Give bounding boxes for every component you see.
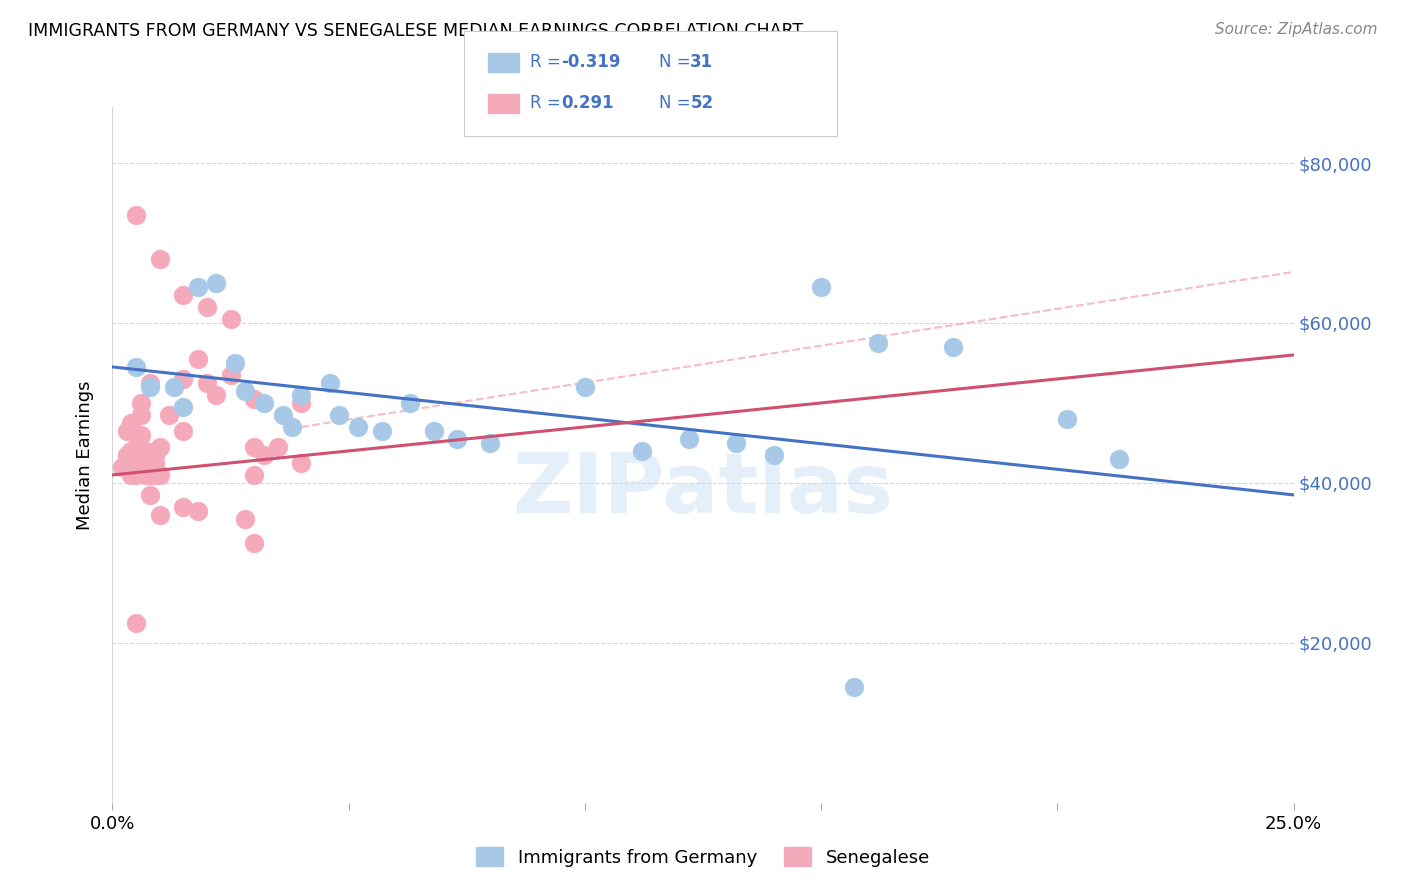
Point <box>290 456 312 470</box>
Point <box>129 396 152 410</box>
Point <box>678 432 700 446</box>
Point <box>224 356 246 370</box>
Point <box>630 444 652 458</box>
Point <box>139 451 162 466</box>
Text: R =: R = <box>530 54 567 71</box>
Point <box>157 408 180 422</box>
Point <box>942 340 965 354</box>
Text: 31: 31 <box>690 54 713 71</box>
Point <box>125 467 148 482</box>
Point <box>129 408 152 422</box>
Point <box>281 420 304 434</box>
Point <box>120 444 142 458</box>
Point <box>149 467 172 482</box>
Point <box>243 392 266 406</box>
Text: N =: N = <box>659 95 696 112</box>
Point <box>129 459 152 474</box>
Point <box>347 420 370 434</box>
Y-axis label: Median Earnings: Median Earnings <box>76 380 94 530</box>
Point <box>172 372 194 386</box>
Point <box>186 280 208 294</box>
Point <box>844 680 866 694</box>
Point <box>149 252 172 266</box>
Point <box>233 512 256 526</box>
Point <box>195 300 218 314</box>
Point <box>139 380 162 394</box>
Text: ZIPatlas: ZIPatlas <box>513 450 893 530</box>
Point <box>172 500 194 514</box>
Point <box>129 428 152 442</box>
Text: Source: ZipAtlas.com: Source: ZipAtlas.com <box>1215 22 1378 37</box>
Point <box>120 467 142 482</box>
Point <box>243 536 266 550</box>
Point <box>111 459 134 474</box>
Point <box>139 488 162 502</box>
Point <box>233 384 256 398</box>
Legend: Immigrants from Germany, Senegalese: Immigrants from Germany, Senegalese <box>470 840 936 874</box>
Point <box>139 376 162 390</box>
Point <box>135 444 157 458</box>
Point <box>143 467 166 482</box>
Point <box>115 424 138 438</box>
Point <box>243 467 266 482</box>
Point <box>219 312 242 326</box>
Point <box>725 436 748 450</box>
Point <box>290 388 312 402</box>
Point <box>479 436 502 450</box>
Point <box>371 424 394 438</box>
Text: 0.291: 0.291 <box>561 95 613 112</box>
Point <box>399 396 422 410</box>
Point <box>143 456 166 470</box>
Point <box>219 368 242 382</box>
Point <box>149 440 172 454</box>
Point <box>135 467 157 482</box>
Point <box>271 408 294 422</box>
Point <box>810 280 832 294</box>
Point <box>866 335 889 350</box>
Point <box>243 440 266 454</box>
Point <box>135 459 157 474</box>
Point <box>149 508 172 522</box>
Point <box>143 448 166 462</box>
Point <box>205 276 228 290</box>
Text: R =: R = <box>530 95 567 112</box>
Point <box>125 615 148 630</box>
Point <box>762 448 785 462</box>
Point <box>253 448 276 462</box>
Point <box>139 467 162 482</box>
Point <box>186 504 208 518</box>
Text: -0.319: -0.319 <box>561 54 620 71</box>
Point <box>253 396 276 410</box>
Point <box>205 388 228 402</box>
Point <box>172 288 194 302</box>
Point <box>574 380 596 394</box>
Point <box>172 400 194 414</box>
Point <box>139 459 162 474</box>
Point <box>195 376 218 390</box>
Point <box>135 451 157 466</box>
Text: 52: 52 <box>690 95 713 112</box>
Point <box>1056 412 1078 426</box>
Text: IMMIGRANTS FROM GERMANY VS SENEGALESE MEDIAN EARNINGS CORRELATION CHART: IMMIGRANTS FROM GERMANY VS SENEGALESE ME… <box>28 22 803 40</box>
Point <box>125 359 148 374</box>
Point <box>120 416 142 430</box>
Point <box>328 408 350 422</box>
Point <box>1108 451 1130 466</box>
Point <box>115 448 138 462</box>
Point <box>267 440 290 454</box>
Text: N =: N = <box>659 54 696 71</box>
Point <box>446 432 468 446</box>
Point <box>125 440 148 454</box>
Point <box>125 208 148 222</box>
Point <box>125 451 148 466</box>
Point <box>319 376 342 390</box>
Point <box>172 424 194 438</box>
Point <box>186 351 208 366</box>
Point <box>163 380 186 394</box>
Point <box>290 396 312 410</box>
Point <box>422 424 444 438</box>
